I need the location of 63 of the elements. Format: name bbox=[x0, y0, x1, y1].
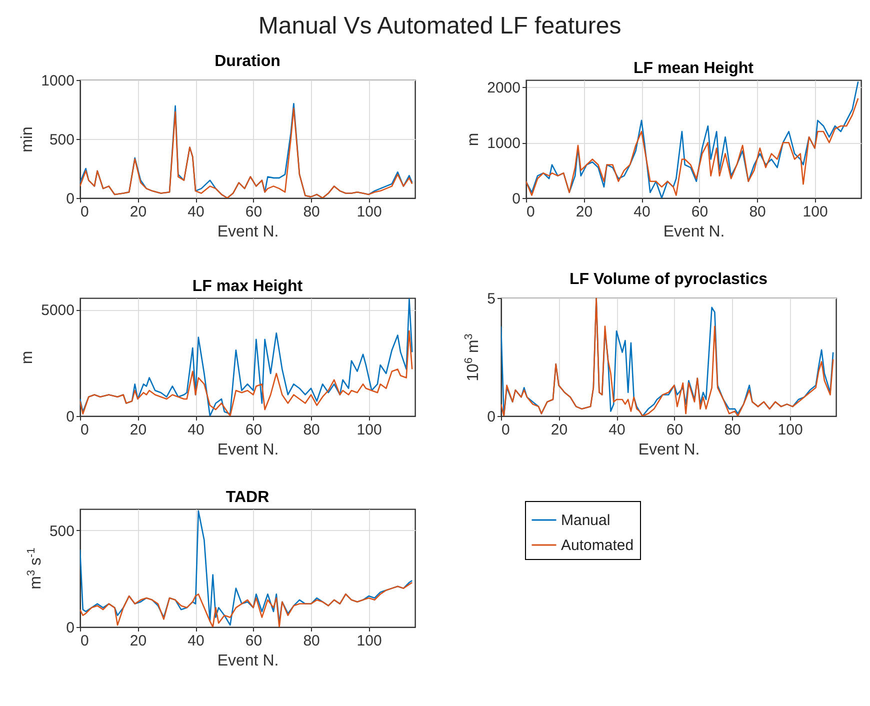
x-tick-label: 80 bbox=[303, 422, 320, 438]
chart-title: LF Volume of pyroclastics bbox=[570, 271, 768, 288]
x-axis-title: Event N. bbox=[217, 442, 279, 458]
y-tick-label: 1000 bbox=[41, 72, 74, 90]
x-axis-title: Event N. bbox=[217, 652, 279, 670]
x-tick-label: 80 bbox=[724, 422, 741, 438]
x-tick-label: 20 bbox=[130, 632, 147, 650]
line-series bbox=[80, 330, 413, 416]
text: Manual Vs Automated LF features bbox=[258, 12, 622, 40]
line-series bbox=[80, 298, 413, 416]
x-tick-label: 20 bbox=[130, 422, 147, 438]
x-tick-label: 100 bbox=[778, 422, 803, 438]
y-tick-label: 0 bbox=[487, 408, 496, 426]
x-tick-label: 80 bbox=[303, 632, 320, 650]
y-axis-title: min bbox=[19, 126, 36, 152]
y-axis-title: m bbox=[465, 132, 482, 146]
y-tick-label: 1000 bbox=[487, 135, 520, 152]
x-tick-label: 40 bbox=[608, 422, 626, 438]
y-tick-label: 2000 bbox=[487, 80, 520, 97]
y-tick-label: 5000 bbox=[41, 302, 74, 320]
legend-label: Automated bbox=[561, 537, 634, 554]
line-series bbox=[501, 298, 834, 416]
x-tick-label: 60 bbox=[666, 422, 684, 438]
x-tick-label: 100 bbox=[356, 632, 382, 650]
y-tick-label: 0 bbox=[66, 620, 74, 636]
x-axis-title: Event N. bbox=[638, 442, 700, 458]
x-tick-label: 60 bbox=[245, 204, 262, 220]
x-tick-label: 0 bbox=[80, 632, 89, 650]
y-tick-label: 500 bbox=[49, 522, 74, 540]
y-tick-label: 500 bbox=[49, 132, 74, 148]
x-tick-label: 40 bbox=[188, 204, 204, 220]
x-axis-title: Event N. bbox=[217, 224, 279, 240]
x-tick-label: 40 bbox=[188, 422, 204, 438]
line-series bbox=[526, 98, 859, 196]
x-tick-label: 0 bbox=[80, 422, 89, 438]
x-tick-label: 100 bbox=[356, 422, 382, 438]
x-tick-label: 40 bbox=[188, 632, 204, 650]
y-axis-title: m bbox=[19, 350, 36, 364]
line-series bbox=[526, 81, 859, 198]
x-tick-label: 100 bbox=[356, 204, 382, 220]
x-tick-label: 20 bbox=[130, 204, 147, 220]
y-tick-label: 5 bbox=[487, 290, 496, 308]
x-tick-label: 40 bbox=[634, 204, 650, 220]
legend-label: Manual bbox=[561, 512, 610, 529]
x-tick-label: 60 bbox=[245, 422, 262, 438]
x-tick-label: 60 bbox=[245, 632, 262, 650]
x-tick-label: 0 bbox=[526, 204, 535, 220]
y-tick-label: 0 bbox=[512, 190, 520, 208]
x-tick-label: 100 bbox=[802, 204, 828, 220]
line-series bbox=[80, 582, 413, 627]
y-tick-label: 0 bbox=[66, 190, 74, 208]
chart-title: LF mean Height bbox=[633, 60, 754, 77]
y-tick-label: 0 bbox=[66, 408, 74, 426]
x-tick-label: 80 bbox=[303, 204, 320, 220]
chart-title: Duration bbox=[214, 53, 280, 70]
x-tick-label: 20 bbox=[550, 422, 568, 438]
x-tick-label: 80 bbox=[749, 204, 766, 220]
chart-title: LF max Height bbox=[192, 278, 304, 295]
x-tick-label: 0 bbox=[80, 204, 89, 220]
chart-title: TADR bbox=[226, 489, 270, 506]
x-axis-title: Event N. bbox=[663, 224, 725, 240]
x-tick-label: 60 bbox=[691, 204, 708, 220]
x-tick-label: 20 bbox=[576, 204, 593, 220]
